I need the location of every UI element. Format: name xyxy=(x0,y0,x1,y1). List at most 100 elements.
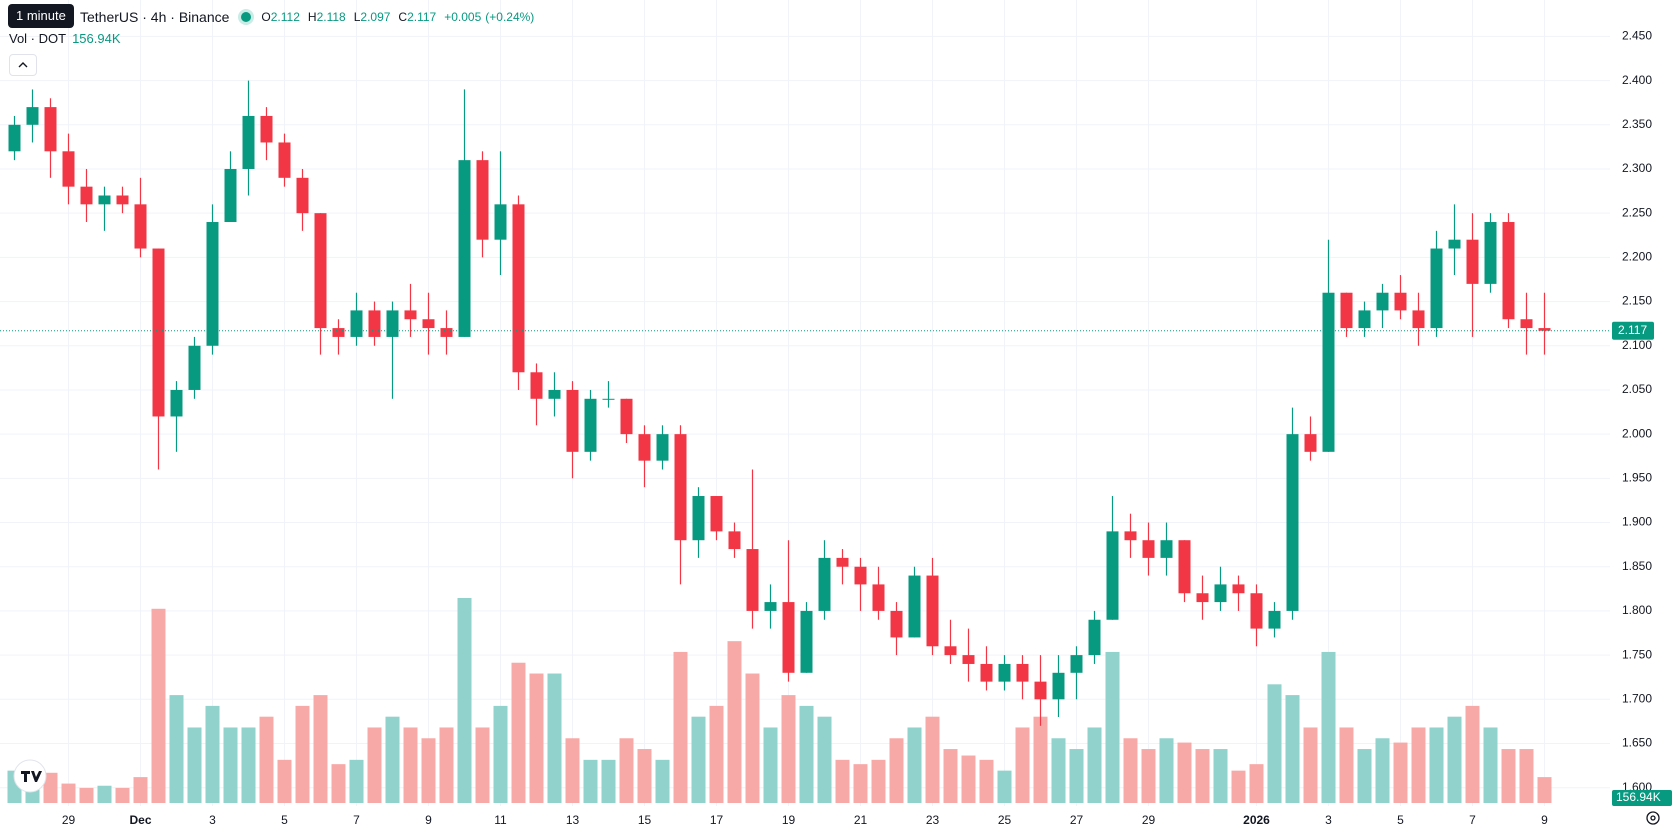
volume-bar xyxy=(133,777,148,803)
volume-bar xyxy=(61,783,76,803)
volume-bar xyxy=(529,673,544,803)
candle-body xyxy=(746,549,759,611)
volume-bar xyxy=(1339,727,1354,803)
x-tick-label: 21 xyxy=(854,813,868,827)
volume-bar xyxy=(1123,738,1138,803)
volume-bar xyxy=(709,705,724,803)
volume-bar xyxy=(1159,738,1174,803)
candle-body xyxy=(296,177,309,214)
candle-body xyxy=(1178,540,1191,594)
volume-bar xyxy=(349,759,364,803)
ohlc-value: 2.118 xyxy=(316,10,346,24)
candle-body xyxy=(1034,681,1047,700)
last-price-label: 2.117 xyxy=(1618,323,1647,337)
candle-body xyxy=(404,310,417,320)
volume-bar xyxy=(961,755,976,803)
candle-body xyxy=(638,434,651,461)
x-tick-label: 23 xyxy=(926,813,940,827)
candle-body xyxy=(710,496,723,532)
volume-bar xyxy=(601,759,616,803)
candle-body xyxy=(170,389,183,417)
candle-body xyxy=(458,160,471,337)
volume-bar xyxy=(331,764,346,803)
candle-body xyxy=(1466,239,1479,284)
volume-bar xyxy=(925,716,940,803)
x-tick-label: 19 xyxy=(782,813,796,827)
candle-body xyxy=(1088,619,1101,656)
volume-bar xyxy=(1141,749,1156,803)
y-tick-label: 2.450 xyxy=(1622,29,1652,43)
volume-bar xyxy=(853,764,868,803)
candle-body xyxy=(692,496,705,541)
candle-body xyxy=(530,372,543,399)
candle-body xyxy=(1070,655,1083,673)
candle-body xyxy=(836,557,849,567)
volume-bar xyxy=(1375,738,1390,803)
x-tick-label: 2026 xyxy=(1243,813,1270,827)
ohlc-label: O xyxy=(261,10,271,24)
volume-bar xyxy=(1483,727,1498,803)
ohlc-value: 2.097 xyxy=(360,10,391,24)
ohlc-label: H xyxy=(307,10,317,24)
volume-bar xyxy=(187,727,202,803)
candle-body xyxy=(422,319,435,329)
x-tick-label: 29 xyxy=(62,813,76,827)
candle-body xyxy=(1484,222,1497,284)
x-tick-label: 9 xyxy=(425,813,432,827)
volume-bar xyxy=(79,787,94,803)
volume-bar xyxy=(1015,727,1030,803)
volume-value: 156.94K xyxy=(72,31,121,46)
volume-bar xyxy=(1465,705,1480,803)
volume-bar xyxy=(1285,695,1300,803)
x-tick-label: 9 xyxy=(1541,813,1548,827)
settings-icon[interactable] xyxy=(1646,811,1660,825)
candle-body xyxy=(224,168,237,223)
candle-body xyxy=(1376,292,1389,311)
volume-bar xyxy=(583,759,598,803)
y-tick-label: 1.700 xyxy=(1622,691,1652,705)
candle-body xyxy=(620,398,633,435)
symbol[interactable]: TetherUS · 4h · Binance xyxy=(80,9,230,25)
collapse-button[interactable] xyxy=(9,54,37,76)
volume-bar xyxy=(835,759,850,803)
candle-body xyxy=(1232,584,1245,594)
candle-body xyxy=(1304,434,1317,452)
volume-value-box xyxy=(1612,790,1672,806)
volume-bar xyxy=(1231,770,1246,803)
candle-body xyxy=(476,160,489,240)
y-tick-label: 1.950 xyxy=(1622,471,1652,485)
candle-body xyxy=(926,575,939,647)
volume-bar xyxy=(277,759,292,803)
volume-bar xyxy=(1033,716,1048,803)
volume-bar xyxy=(1447,716,1462,803)
change: +0.005 xyxy=(444,10,482,24)
candle-body xyxy=(206,222,219,346)
ohlc-label: C xyxy=(398,10,408,24)
volume-bar xyxy=(169,695,184,803)
candle-body xyxy=(1268,610,1281,629)
candle-body xyxy=(980,663,993,682)
candle-body xyxy=(152,248,165,417)
ohlc-c: C2.117 xyxy=(398,10,440,24)
volume-bar xyxy=(745,673,760,803)
candle-body xyxy=(1286,434,1299,611)
candle-body xyxy=(944,646,957,656)
candle-body xyxy=(314,213,327,329)
volume-axis-label: 156.94K xyxy=(1616,790,1661,804)
tooltip: 1 minute xyxy=(8,4,74,28)
volume-bar xyxy=(1249,764,1264,803)
volume-bar xyxy=(205,705,220,803)
volume-bar xyxy=(1105,651,1120,803)
candle-body xyxy=(1214,584,1227,603)
tv-logo[interactable] xyxy=(13,759,47,793)
y-tick-label: 1.850 xyxy=(1622,559,1652,573)
y-tick-label: 1.650 xyxy=(1622,736,1652,750)
candle-body xyxy=(566,389,579,452)
logo-mark xyxy=(21,771,42,782)
candle-body xyxy=(656,434,669,461)
volume-bar xyxy=(97,785,112,803)
last-price-box xyxy=(1612,321,1654,340)
candle-body xyxy=(386,310,399,337)
ohlc-value: 2.117 xyxy=(407,10,437,24)
volume-bar xyxy=(619,738,634,803)
